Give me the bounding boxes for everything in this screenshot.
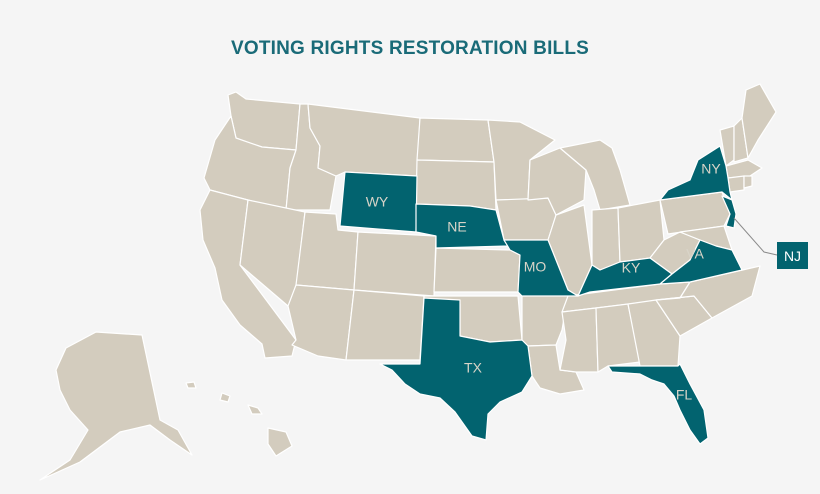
state-nm xyxy=(345,289,425,361)
nj-callout-label: NJ xyxy=(777,242,808,269)
state-fl[interactable] xyxy=(607,363,709,445)
state-ak xyxy=(39,331,193,481)
label-ne: NE xyxy=(447,219,466,235)
label-tx: TX xyxy=(464,360,483,376)
nj-leader-line xyxy=(733,217,778,256)
state-ri xyxy=(743,175,753,189)
state-nj[interactable] xyxy=(721,195,737,229)
state-la xyxy=(527,344,585,395)
label-va: VA xyxy=(686,246,704,262)
label-ny: NY xyxy=(701,161,721,177)
base-states xyxy=(39,83,777,481)
state-me xyxy=(741,83,777,159)
label-fl: FL xyxy=(676,387,693,403)
state-ar xyxy=(521,294,569,347)
highlighted-states xyxy=(339,145,743,445)
state-ms xyxy=(559,307,599,373)
state-co xyxy=(353,231,437,297)
state-az xyxy=(287,284,355,361)
state-ma xyxy=(725,159,763,179)
state-ks xyxy=(433,247,521,293)
state-hi xyxy=(185,381,293,457)
label-ky: KY xyxy=(622,260,641,276)
state-mt xyxy=(307,103,421,177)
state-nd xyxy=(416,117,495,163)
state-mo[interactable] xyxy=(503,239,579,297)
state-ct xyxy=(727,175,745,193)
label-wy: WY xyxy=(366,194,389,210)
state-al xyxy=(595,303,641,373)
map-title: VOTING RIGHTS RESTORATION BILLS xyxy=(230,38,590,59)
state-sd xyxy=(415,159,497,211)
state-mi xyxy=(559,139,631,211)
state-ny[interactable] xyxy=(659,145,733,201)
label-mo: MO xyxy=(524,259,547,275)
state-in xyxy=(591,207,621,271)
state-va[interactable] xyxy=(659,239,743,285)
state-ia xyxy=(495,197,557,241)
state-tx[interactable] xyxy=(379,297,533,441)
